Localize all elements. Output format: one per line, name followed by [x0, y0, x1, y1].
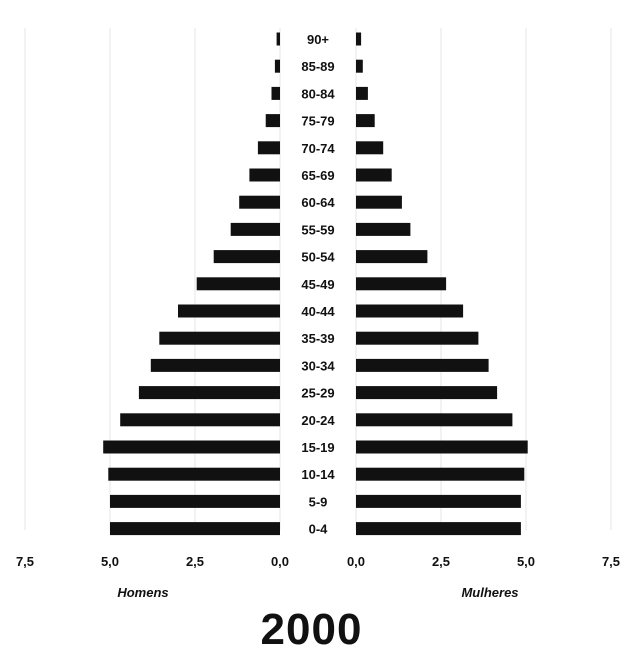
bar-mulheres-90+	[356, 32, 362, 46]
x-tick-left: 7,5	[16, 554, 34, 569]
bar-mulheres-40-44	[356, 304, 464, 318]
bar-mulheres-30-34	[356, 358, 489, 372]
x-tick-left: 5,0	[101, 554, 119, 569]
age-label: 45-49	[301, 277, 334, 292]
bar-homens-40-44	[178, 304, 280, 318]
bar-homens-15-19	[103, 440, 280, 454]
age-label: 30-34	[301, 358, 335, 373]
bar-homens-55-59	[230, 222, 280, 236]
age-label: 10-14	[301, 467, 335, 482]
bar-homens-65-69	[249, 168, 280, 182]
bar-mulheres-85-89	[356, 59, 363, 73]
bar-mulheres-50-54	[356, 250, 428, 264]
bar-homens-5-9	[110, 494, 280, 508]
x-tick-right: 7,5	[602, 554, 620, 569]
bar-mulheres-20-24	[356, 413, 513, 427]
age-label: 15-19	[301, 440, 334, 455]
x-tick-left: 2,5	[186, 554, 204, 569]
bar-homens-90+	[276, 32, 280, 46]
bar-homens-60-64	[239, 195, 280, 209]
x-tick-right: 5,0	[517, 554, 535, 569]
bar-homens-0-4	[110, 522, 280, 536]
age-label: 80-84	[301, 86, 335, 101]
bar-homens-75-79	[265, 114, 280, 128]
bar-homens-70-74	[257, 141, 280, 155]
bar-mulheres-5-9	[356, 494, 521, 508]
chart-title: 2000	[260, 605, 363, 654]
age-label: 60-64	[301, 195, 335, 210]
bar-mulheres-60-64	[356, 195, 402, 209]
bar-homens-45-49	[196, 277, 280, 291]
age-label: 70-74	[301, 141, 335, 156]
bar-homens-85-89	[274, 59, 280, 73]
age-label: 50-54	[301, 250, 335, 265]
age-label: 75-79	[301, 114, 334, 129]
bar-mulheres-25-29	[356, 386, 498, 400]
bar-mulheres-75-79	[356, 114, 375, 128]
bar-homens-50-54	[213, 250, 280, 264]
bar-homens-80-84	[271, 86, 280, 100]
bar-mulheres-55-59	[356, 222, 411, 236]
age-label: 65-69	[301, 168, 334, 183]
x-tick-right: 0,0	[347, 554, 365, 569]
series-label-mulheres: Mulheres	[461, 585, 518, 600]
bar-mulheres-80-84	[356, 86, 368, 100]
bar-mulheres-70-74	[356, 141, 384, 155]
bar-mulheres-0-4	[356, 522, 521, 536]
age-label: 55-59	[301, 222, 334, 237]
age-label: 90+	[307, 32, 329, 47]
bar-mulheres-65-69	[356, 168, 392, 182]
age-label: 35-39	[301, 331, 334, 346]
bar-homens-30-34	[150, 358, 280, 372]
bar-homens-20-24	[120, 413, 280, 427]
x-tick-right: 2,5	[432, 554, 450, 569]
age-label: 0-4	[309, 522, 329, 537]
bar-mulheres-45-49	[356, 277, 447, 291]
bar-homens-25-29	[138, 386, 280, 400]
bar-homens-10-14	[108, 467, 280, 481]
age-label: 25-29	[301, 386, 334, 401]
bar-mulheres-35-39	[356, 331, 479, 345]
age-label: 85-89	[301, 59, 334, 74]
bar-mulheres-10-14	[356, 467, 525, 481]
age-label: 40-44	[301, 304, 335, 319]
x-tick-left: 0,0	[271, 554, 289, 569]
bar-homens-35-39	[159, 331, 280, 345]
bar-mulheres-15-19	[356, 440, 528, 454]
series-label-homens: Homens	[117, 585, 168, 600]
age-label: 5-9	[309, 494, 328, 509]
age-label: 20-24	[301, 413, 335, 428]
